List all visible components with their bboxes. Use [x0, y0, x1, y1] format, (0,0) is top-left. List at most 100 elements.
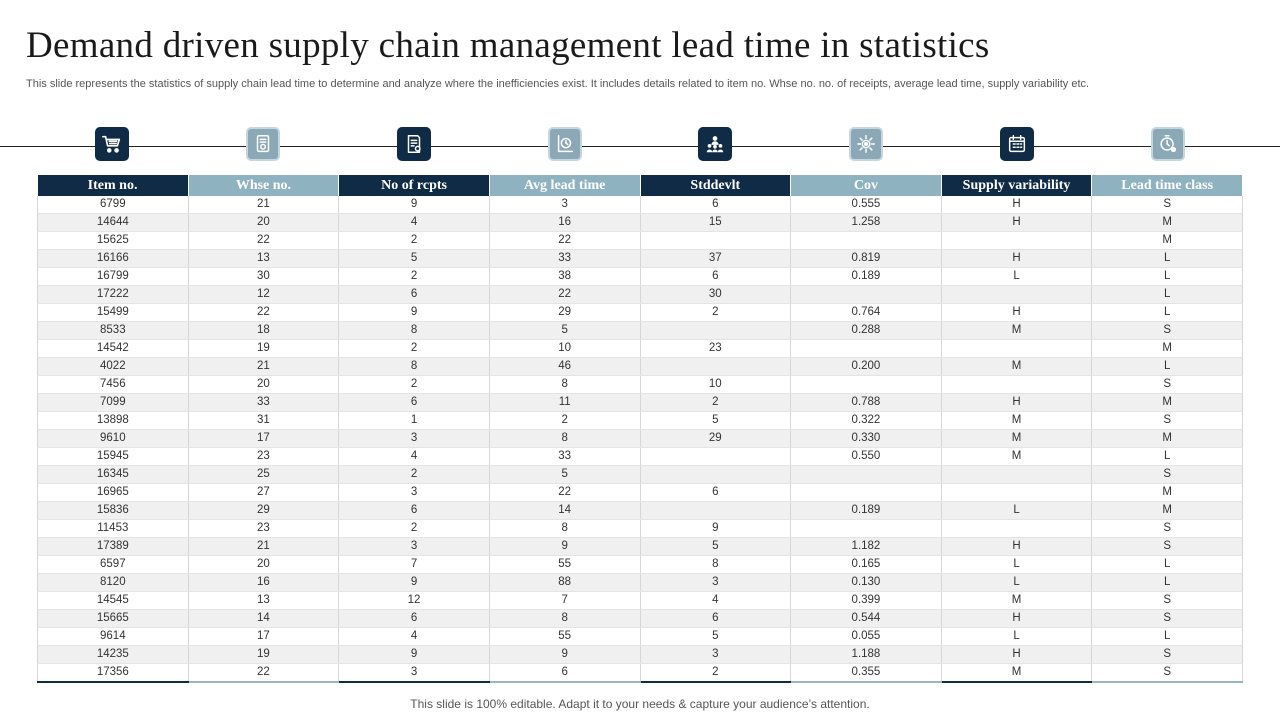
table-cell: M — [941, 447, 1093, 466]
table-cell: 2 — [338, 231, 490, 250]
table-cell: S — [1091, 519, 1243, 538]
table-cell: 9 — [489, 645, 641, 664]
table-cell: 6 — [640, 483, 792, 502]
table-cell: 9610 — [37, 429, 189, 448]
table-cell: L — [1091, 357, 1243, 376]
table-cell: 8533 — [37, 321, 189, 340]
table-cell: 20 — [188, 213, 340, 232]
table-cell: 12 — [188, 285, 340, 304]
table-cell: 16965 — [37, 483, 189, 502]
table-cell: 7456 — [37, 375, 189, 394]
table-row: 8533 18 8 5 0.288 M S — [37, 321, 1243, 340]
table-cell: 17389 — [37, 537, 189, 556]
table-row: 11453 23 2 8 9 S — [37, 519, 1243, 538]
table-cell — [941, 519, 1093, 538]
table-cell: 9 — [338, 196, 490, 214]
table-cell: 22 — [188, 303, 340, 322]
table-cell: 8 — [489, 375, 641, 394]
table-cell: 4 — [338, 627, 490, 646]
table-cell: 0.165 — [790, 555, 942, 574]
table-cell: S — [1091, 375, 1243, 394]
table-row: 6799 21 9 3 6 0.555 H S — [37, 196, 1243, 214]
table-cell: M — [1091, 501, 1243, 520]
table-cell: 2 — [338, 267, 490, 286]
table-cell — [790, 465, 942, 484]
table-cell: 0.330 — [790, 429, 942, 448]
stopwatch-user-icon — [1150, 127, 1185, 161]
table-cell: 20 — [188, 555, 340, 574]
table-cell: 8 — [640, 555, 792, 574]
table-cell: 0.200 — [790, 357, 942, 376]
column-header: Supply variability — [941, 175, 1093, 196]
table-cell: M — [941, 429, 1093, 448]
table-cell: M — [941, 357, 1093, 376]
footer-note: This slide is 100% editable. Adapt it to… — [410, 697, 870, 711]
table-cell: 6 — [338, 285, 490, 304]
table-cell: 7 — [338, 555, 490, 574]
table-cell: 7099 — [37, 393, 189, 412]
table-cell: 3 — [640, 573, 792, 592]
table-cell: 22 — [188, 663, 340, 683]
table-cell: H — [941, 393, 1093, 412]
table-cell: 19 — [188, 339, 340, 358]
table-cell: H — [941, 213, 1093, 232]
table-cell: 5 — [640, 627, 792, 646]
team-hierarchy-icon — [698, 127, 733, 161]
table-cell: 3 — [489, 196, 641, 214]
table-cell: 21 — [188, 537, 340, 556]
table-cell: 18 — [188, 321, 340, 340]
table-cell: S — [1091, 321, 1243, 340]
table-cell: 22 — [188, 231, 340, 250]
table-cell: 17222 — [37, 285, 189, 304]
table-cell: M — [1091, 339, 1243, 358]
table-cell: 33 — [188, 393, 340, 412]
table-cell: 7 — [489, 591, 641, 610]
table-row: 16799 30 2 38 6 0.189 L L — [37, 267, 1243, 286]
table-cell: 12 — [338, 591, 490, 610]
table-cell: H — [941, 196, 1093, 214]
table-cell: 6597 — [37, 555, 189, 574]
table-cell: 0.189 — [790, 267, 942, 286]
table-cell: 4 — [640, 591, 792, 610]
table-cell: 15945 — [37, 447, 189, 466]
table-cell: 1 — [338, 411, 490, 430]
table-cell: 3 — [338, 663, 490, 683]
table-cell — [790, 285, 942, 304]
table-cell: 38 — [489, 267, 641, 286]
table-cell: 14 — [188, 609, 340, 628]
table-cell: L — [1091, 447, 1243, 466]
table-cell — [790, 339, 942, 358]
table-cell: S — [1091, 411, 1243, 430]
table-cell: S — [1091, 609, 1243, 628]
table-cell: L — [941, 627, 1093, 646]
table-cell: 5 — [338, 249, 490, 268]
calendar-grid-icon — [999, 127, 1034, 161]
table-cell: 0.355 — [790, 663, 942, 683]
table-cell: 2 — [338, 339, 490, 358]
table-row: 4022 21 8 46 0.200 M L — [37, 357, 1243, 376]
column-header: Cov — [790, 175, 942, 196]
table-cell: 37 — [640, 249, 792, 268]
table-row: 14542 19 2 10 23 M — [37, 339, 1243, 358]
table-cell: 3 — [640, 645, 792, 664]
table-cell — [941, 231, 1093, 250]
table-cell: 33 — [489, 249, 641, 268]
table-cell: 6 — [640, 267, 792, 286]
table-cell: 8 — [338, 357, 490, 376]
table-cell — [640, 357, 792, 376]
table-row: 9610 17 3 8 29 0.330 M M — [37, 429, 1243, 448]
table-row: 15945 23 4 33 0.550 M L — [37, 447, 1243, 466]
table-row: 6597 20 7 55 8 0.165 L L — [37, 555, 1243, 574]
table-cell: 4 — [338, 447, 490, 466]
table-cell: 55 — [489, 555, 641, 574]
table-cell: 0.544 — [790, 609, 942, 628]
table-row: 15499 22 9 29 2 0.764 H L — [37, 303, 1243, 322]
table-cell: 2 — [640, 663, 792, 683]
warehouse-document-icon — [246, 127, 281, 161]
table-cell: 20 — [188, 375, 340, 394]
table-cell: 29 — [489, 303, 641, 322]
table-cell: 16166 — [37, 249, 189, 268]
column-header: Avg lead time — [489, 175, 641, 196]
table-cell: 0.189 — [790, 501, 942, 520]
table-cell: S — [1091, 537, 1243, 556]
